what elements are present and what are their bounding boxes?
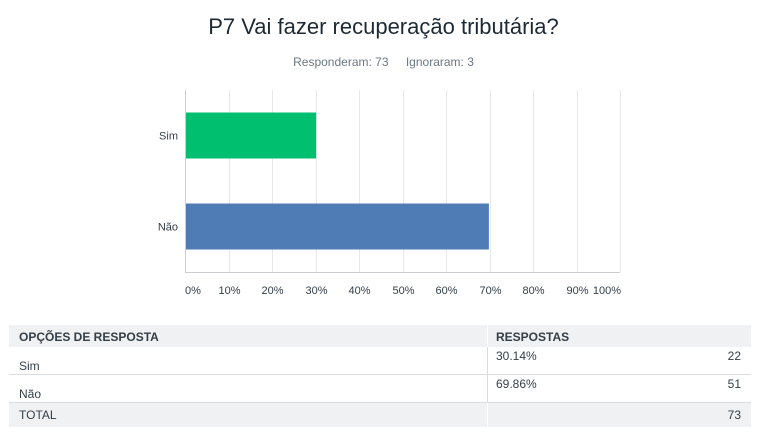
x-tick-label: 40% [348, 285, 370, 297]
category-label: Não [158, 222, 178, 234]
x-tick-label: 50% [392, 285, 414, 297]
total-count: 73 [727, 408, 741, 422]
bar [186, 203, 489, 250]
category-label: Sim [159, 131, 178, 143]
x-tick-label: 100% [593, 285, 621, 297]
response-stats: Responderam: 73 Ignoraram: 3 [0, 55, 767, 69]
x-tick-label: 90% [566, 285, 588, 297]
row-percent: 69.86% [487, 375, 537, 402]
row-percent: 30.14% [487, 347, 537, 374]
bar [186, 112, 317, 159]
header-options: OPÇÕES DE RESPOSTA [19, 330, 159, 344]
x-tick-label: 10% [218, 285, 240, 297]
table-header: OPÇÕES DE RESPOSTA RESPOSTAS [9, 325, 751, 347]
table-row: Não 69.86% 51 [9, 375, 751, 403]
x-tick-label: 30% [305, 285, 327, 297]
header-responses: RESPOSTAS [487, 325, 569, 347]
total-spacer [487, 403, 496, 427]
skipped-count: Ignoraram: 3 [405, 55, 474, 69]
x-tick-label: 0% [185, 285, 201, 297]
x-tick-label: 60% [435, 285, 457, 297]
row-count: 51 [727, 377, 741, 391]
row-option: Não [19, 387, 42, 401]
total-label: TOTAL [19, 408, 57, 422]
x-tick-label: 80% [522, 285, 544, 297]
x-tick-label: 20% [261, 285, 283, 297]
table-row: Sim 30.14% 22 [9, 347, 751, 375]
table-total-row: TOTAL 73 [9, 403, 751, 427]
responses-table: OPÇÕES DE RESPOSTA RESPOSTAS Sim 30.14% … [9, 325, 751, 427]
answered-count: Responderam: 73 [293, 55, 389, 69]
bar-chart: 0% 10% 20% 30% 40% 50% 60% 70% 80% 90% 100% Sim Não [158, 90, 621, 297]
page-title: P7 Vai fazer recuperação tributária? [208, 14, 559, 39]
row-count: 22 [727, 349, 741, 363]
row-option: Sim [19, 359, 40, 373]
x-tick-label: 70% [479, 285, 501, 297]
